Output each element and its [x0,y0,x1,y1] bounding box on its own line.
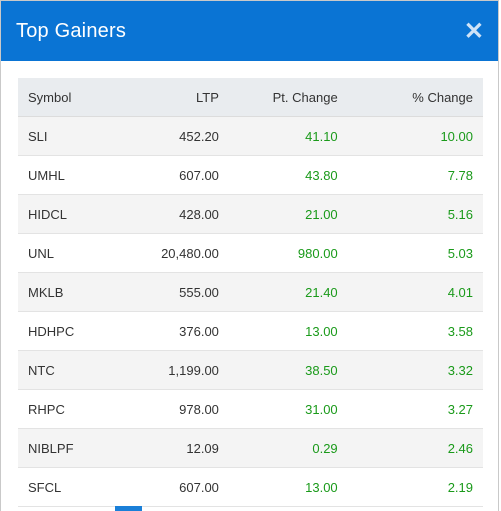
ltp-cell: 607.00 [120,467,229,507]
table-row[interactable]: SLI 452.20 41.10 10.00 [18,116,483,156]
pt-change-cell: 13.00 [228,467,348,507]
symbol-cell: NTC [18,350,121,390]
pct-change-cell: 3.27 [347,389,483,429]
symbol-cell: NIBLPF [18,428,121,468]
pct-change-cell: 4.01 [347,272,483,312]
symbol-cell: SLI [18,116,121,156]
pt-change-cell: 13.00 [228,311,348,351]
ltp-cell: 1,199.00 [120,350,229,390]
ltp-cell: 12.09 [120,428,229,468]
pct-change-cell: 10.00 [347,116,483,156]
pt-change-cell: 43.80 [228,155,348,195]
ltp-cell: 20,480.00 [120,233,229,273]
pt-change-cell: 980.00 [228,233,348,273]
column-header-pct-change[interactable]: % Change [347,78,483,117]
symbol-cell: HIDCL [18,194,121,234]
symbol-cell: SFCL [18,467,121,507]
ltp-cell: 452.20 [120,116,229,156]
ltp-cell: 376.00 [120,311,229,351]
gainers-table-container: Symbol LTP Pt. Change % Change SLI 452.20… [18,78,483,507]
table-row[interactable]: NTC 1,199.00 38.50 3.32 [18,350,483,390]
column-header-ltp[interactable]: LTP [120,78,229,117]
pt-change-cell: 0.29 [228,428,348,468]
pt-change-cell: 31.00 [228,389,348,429]
column-header-pt-change[interactable]: Pt. Change [228,78,348,117]
ltp-cell: 607.00 [120,155,229,195]
table-row[interactable]: UNL 20,480.00 980.00 5.03 [18,233,483,273]
close-icon[interactable]: ✕ [463,18,484,45]
symbol-cell: MKLB [18,272,121,312]
ltp-cell: 555.00 [120,272,229,312]
pt-change-cell: 38.50 [228,350,348,390]
table-row[interactable]: RHPC 978.00 31.00 3.27 [18,389,483,429]
table-row[interactable]: NIBLPF 12.09 0.29 2.46 [18,428,483,468]
pct-change-cell: 3.58 [347,311,483,351]
pct-change-cell: 2.46 [347,428,483,468]
pt-change-cell: 21.00 [228,194,348,234]
table-header-row: Symbol LTP Pt. Change % Change [18,78,483,117]
ltp-cell: 428.00 [120,194,229,234]
pct-change-cell: 5.16 [347,194,483,234]
table-row[interactable]: UMHL 607.00 43.80 7.78 [18,155,483,195]
pt-change-cell: 21.40 [228,272,348,312]
ltp-cell: 978.00 [120,389,229,429]
pct-change-cell: 2.19 [347,467,483,507]
symbol-cell: RHPC [18,389,121,429]
pct-change-cell: 5.03 [347,233,483,273]
pct-change-cell: 3.32 [347,350,483,390]
symbol-cell: UNL [18,233,121,273]
symbol-cell: HDHPC [18,311,121,351]
symbol-cell: UMHL [18,155,121,195]
pt-change-cell: 41.10 [228,116,348,156]
pagination-active-page[interactable] [115,506,142,511]
gainers-table: Symbol LTP Pt. Change % Change SLI 452.20… [18,78,483,507]
table-row[interactable]: HIDCL 428.00 21.00 5.16 [18,194,483,234]
table-row[interactable]: MKLB 555.00 21.40 4.01 [18,272,483,312]
modal-header: Top Gainers ✕ [1,1,498,61]
table-row[interactable]: HDHPC 376.00 13.00 3.58 [18,311,483,351]
column-header-symbol[interactable]: Symbol [18,78,121,117]
table-row[interactable]: SFCL 607.00 13.00 2.19 [18,467,483,507]
modal-title: Top Gainers [16,19,127,42]
pct-change-cell: 7.78 [347,155,483,195]
